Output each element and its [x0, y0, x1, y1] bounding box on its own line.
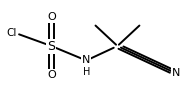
Text: O: O: [47, 12, 56, 22]
Text: N: N: [82, 55, 91, 66]
Text: Cl: Cl: [6, 28, 16, 38]
Text: O: O: [47, 70, 56, 80]
Text: H: H: [83, 67, 90, 77]
Text: S: S: [47, 39, 55, 53]
Text: N: N: [172, 68, 180, 78]
